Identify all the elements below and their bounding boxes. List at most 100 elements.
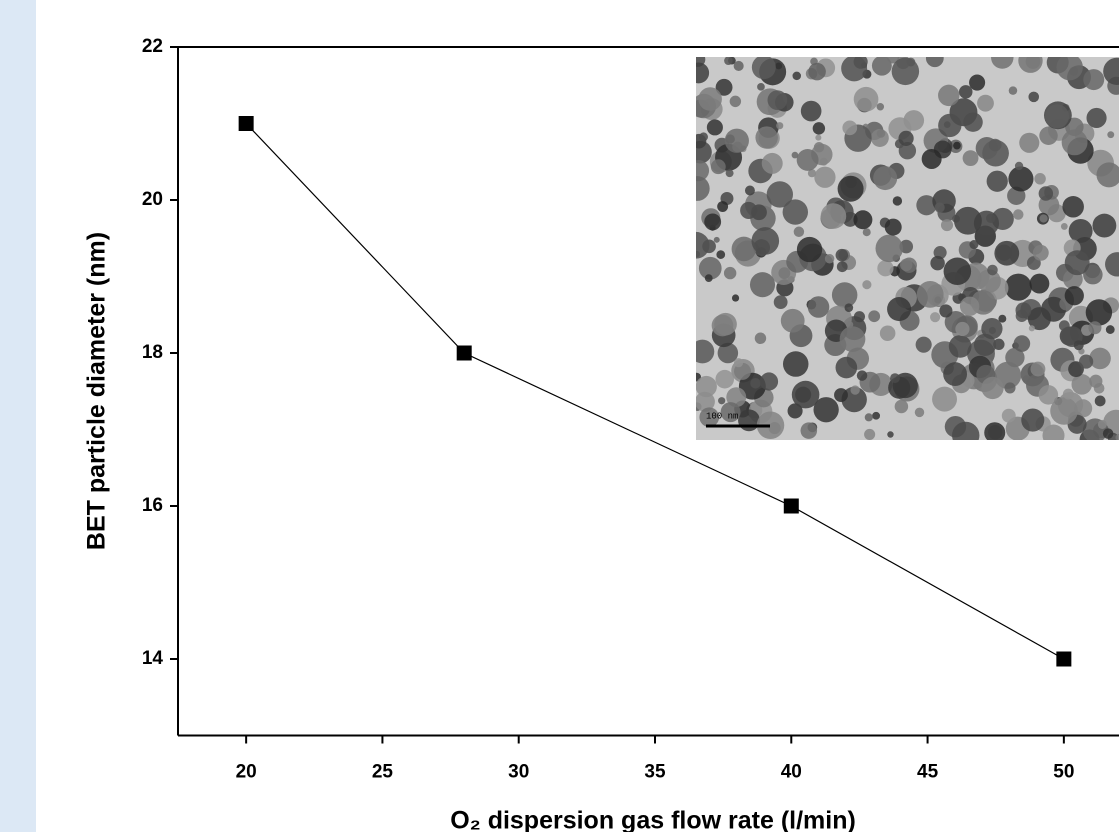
inset-micrograph — [696, 57, 1119, 440]
particle — [1034, 173, 1046, 185]
particle — [1032, 244, 1049, 261]
particle — [853, 210, 873, 230]
particle — [1097, 419, 1107, 429]
particle — [916, 280, 944, 308]
particle — [955, 321, 970, 337]
particle — [1019, 132, 1040, 153]
x-tick-label: 35 — [644, 762, 666, 783]
particle — [796, 149, 819, 171]
particle — [969, 239, 979, 250]
particle — [986, 170, 1008, 192]
particle — [720, 402, 741, 423]
particle — [787, 403, 803, 419]
particle — [725, 134, 735, 144]
particle — [981, 376, 1004, 400]
particle — [887, 297, 912, 322]
particle — [759, 372, 779, 391]
particle — [987, 264, 998, 276]
particle — [962, 150, 979, 167]
y-tick-label: 20 — [142, 189, 163, 210]
particle — [717, 342, 739, 364]
particle — [1089, 347, 1111, 370]
particle — [800, 422, 818, 439]
particle — [898, 130, 914, 146]
particle — [1056, 57, 1083, 81]
particle — [1102, 428, 1114, 439]
particle — [879, 325, 896, 342]
particle — [1105, 252, 1119, 277]
particle — [824, 254, 835, 264]
particle — [864, 413, 873, 422]
particle — [934, 202, 945, 213]
particle — [1021, 408, 1045, 432]
particle — [716, 250, 726, 259]
particle — [952, 421, 980, 440]
particle — [987, 425, 1003, 440]
particle — [1044, 104, 1070, 129]
particle — [755, 126, 778, 149]
x-tick-label: 25 — [372, 762, 394, 783]
particle — [780, 308, 805, 333]
x-tick-label: 45 — [917, 762, 939, 783]
particle — [1062, 388, 1074, 400]
particle — [796, 236, 823, 263]
particle — [744, 185, 755, 196]
particle — [835, 248, 849, 262]
particle — [1029, 273, 1050, 294]
particle — [698, 87, 722, 111]
particle — [815, 134, 822, 141]
particle — [940, 219, 954, 232]
particle — [696, 391, 715, 412]
particle — [836, 261, 848, 273]
particle — [782, 199, 809, 225]
particle — [853, 311, 866, 323]
particle — [938, 113, 962, 138]
particle — [715, 78, 733, 96]
particle — [943, 257, 972, 286]
particle — [766, 181, 793, 208]
particle — [729, 95, 742, 108]
particle — [991, 57, 1014, 69]
scale-label: 100 nm — [706, 411, 738, 421]
particle — [699, 407, 720, 428]
particle — [988, 138, 1002, 152]
particle — [1064, 250, 1090, 276]
particle — [814, 166, 836, 188]
x-tick-label: 40 — [781, 762, 802, 783]
particle — [1094, 395, 1106, 407]
y-axis-title: BET particle diameter (nm) — [83, 232, 111, 550]
particle — [800, 100, 822, 122]
particle — [943, 362, 968, 387]
particle — [916, 195, 937, 216]
particle — [921, 148, 942, 169]
particle — [1083, 69, 1105, 91]
particle — [704, 274, 713, 283]
particle — [1004, 382, 1016, 394]
particle — [899, 258, 913, 272]
particle — [1018, 57, 1043, 73]
particle — [706, 119, 723, 136]
particle — [870, 129, 889, 147]
y-tick-label: 14 — [142, 648, 164, 669]
particle — [959, 85, 973, 99]
side-strip — [0, 0, 36, 832]
particle — [938, 84, 960, 107]
particle — [751, 227, 780, 255]
y-tick-label: 22 — [142, 36, 163, 57]
x-axis-title: O₂ dispersion gas flow rate (l/min) — [450, 807, 856, 832]
particle — [711, 314, 734, 337]
particle — [953, 141, 961, 150]
x-tick-label: 50 — [1053, 762, 1074, 783]
particle — [1038, 186, 1054, 201]
particle — [791, 380, 820, 409]
particle — [986, 213, 996, 224]
particle — [756, 411, 785, 440]
particle — [717, 201, 729, 212]
particle — [1004, 273, 1032, 301]
particle — [767, 90, 788, 110]
particle — [887, 431, 894, 438]
particle — [782, 351, 809, 377]
particle — [749, 272, 776, 298]
particle — [1060, 223, 1068, 230]
particle — [793, 226, 805, 238]
